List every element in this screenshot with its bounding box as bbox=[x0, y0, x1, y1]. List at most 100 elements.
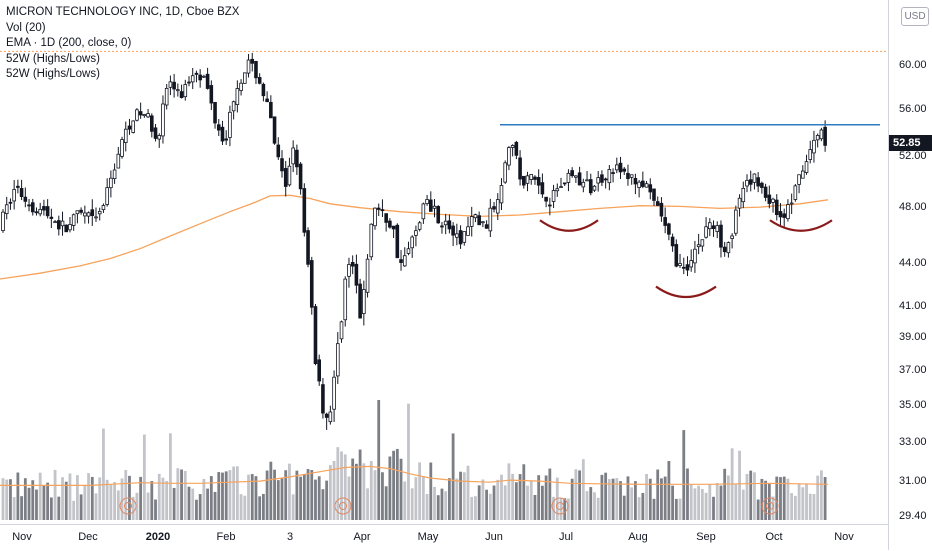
candle bbox=[388, 220, 392, 228]
symbol-title[interactable]: MICRON TECHNOLOGY INC, 1D, Cboe BZX bbox=[6, 6, 240, 18]
volume-bar bbox=[105, 479, 109, 520]
volume-bar bbox=[418, 462, 422, 520]
volume-bar bbox=[801, 487, 805, 520]
candle bbox=[228, 111, 232, 138]
volume-bar bbox=[652, 498, 656, 520]
candle bbox=[588, 179, 593, 194]
candle bbox=[71, 214, 76, 226]
time-axis[interactable]: Nov Dec 2020 Feb 3 Apr May Jun Jul Aug S… bbox=[0, 524, 888, 551]
candle bbox=[298, 163, 303, 190]
chart-pane[interactable] bbox=[0, 0, 888, 524]
volume-bar bbox=[310, 470, 314, 520]
candle bbox=[823, 126, 827, 146]
candle bbox=[808, 149, 813, 160]
volume-bar bbox=[511, 473, 515, 520]
volume-bar bbox=[712, 496, 715, 520]
volume-bar bbox=[269, 461, 273, 520]
volume-bar bbox=[76, 475, 79, 520]
earnings-icon bbox=[761, 497, 779, 515]
candle bbox=[659, 202, 664, 217]
volume-bar bbox=[169, 433, 172, 520]
candle bbox=[466, 226, 470, 236]
volume-bar bbox=[756, 499, 760, 520]
candle bbox=[414, 230, 418, 236]
candle bbox=[421, 203, 426, 220]
volume-bar bbox=[291, 494, 295, 520]
candle bbox=[239, 82, 243, 91]
candle bbox=[49, 216, 54, 219]
arc-curve bbox=[539, 219, 599, 232]
candle bbox=[116, 153, 121, 169]
volume-bar bbox=[243, 495, 247, 520]
price-tick: 33.00 bbox=[899, 436, 927, 448]
volume-indicator-label[interactable]: Vol (20) bbox=[6, 21, 46, 34]
volume-bar bbox=[57, 496, 61, 520]
volume-bar bbox=[786, 478, 790, 520]
time-tick: Nov bbox=[12, 531, 32, 543]
volume-bar bbox=[217, 472, 221, 520]
volume-bar bbox=[120, 478, 124, 520]
volume-bar bbox=[351, 458, 355, 520]
volume-bar bbox=[444, 491, 448, 520]
candle bbox=[220, 126, 225, 142]
volume-bar bbox=[697, 485, 701, 520]
candle bbox=[611, 172, 615, 174]
volume-bar bbox=[436, 495, 440, 520]
arc-curve bbox=[769, 219, 833, 232]
volume-bar bbox=[172, 487, 176, 520]
volume-bar bbox=[146, 492, 150, 520]
volume-bar bbox=[660, 478, 663, 520]
volume-bar bbox=[548, 468, 552, 520]
candle bbox=[644, 183, 649, 188]
candle bbox=[455, 233, 459, 238]
volume-bar bbox=[779, 477, 782, 520]
volume-bar bbox=[533, 494, 537, 520]
volume-bar bbox=[820, 470, 823, 520]
candle bbox=[306, 230, 310, 265]
volume-bar bbox=[797, 483, 801, 520]
candle bbox=[384, 213, 388, 223]
volume-bar bbox=[362, 463, 366, 520]
price-axis[interactable]: USD 60.00 56.00 52.00 48.00 44.00 41.00 … bbox=[888, 0, 932, 550]
candle bbox=[801, 170, 805, 179]
volume-bar bbox=[280, 478, 284, 520]
volume-bar bbox=[336, 447, 340, 520]
candle bbox=[722, 246, 727, 253]
volume-bar bbox=[142, 434, 146, 520]
candle bbox=[231, 101, 236, 112]
volume-bar bbox=[328, 465, 332, 520]
candle bbox=[600, 174, 604, 183]
candle bbox=[492, 206, 496, 210]
volume-bar bbox=[23, 478, 27, 520]
candle bbox=[626, 172, 630, 180]
ema-indicator-label[interactable]: EMA · 1D (200, close, 0) bbox=[6, 37, 132, 49]
highs-lows-indicator-label-2[interactable]: 52W (Highs/Lows) bbox=[6, 68, 100, 80]
candle bbox=[559, 186, 563, 188]
candle bbox=[261, 83, 266, 97]
candle bbox=[313, 306, 318, 365]
currency-button[interactable]: USD bbox=[901, 7, 929, 26]
candle bbox=[730, 235, 734, 239]
candle bbox=[358, 283, 362, 319]
highs-lows-indicator-label[interactable]: 52W (Highs/Lows) bbox=[6, 52, 100, 65]
price-tick: 31.00 bbox=[899, 475, 927, 487]
candle bbox=[540, 182, 545, 195]
candlesticks bbox=[1, 52, 827, 430]
candle bbox=[458, 230, 463, 245]
candle bbox=[86, 212, 91, 217]
earnings-icon bbox=[119, 497, 137, 515]
volume-bar bbox=[593, 492, 596, 520]
volume-bar bbox=[470, 496, 474, 520]
volume-bar bbox=[488, 493, 492, 520]
volume-bars bbox=[1, 400, 827, 520]
volume-bar bbox=[648, 478, 652, 520]
volume-bar bbox=[131, 496, 135, 520]
arc-drawings bbox=[539, 219, 833, 299]
candle bbox=[693, 248, 697, 264]
candle bbox=[339, 321, 344, 340]
volume-bar bbox=[529, 481, 533, 520]
volume-bar bbox=[816, 475, 820, 520]
volume-bar bbox=[526, 485, 529, 520]
candle bbox=[280, 158, 284, 172]
price-chart[interactable] bbox=[0, 0, 888, 524]
